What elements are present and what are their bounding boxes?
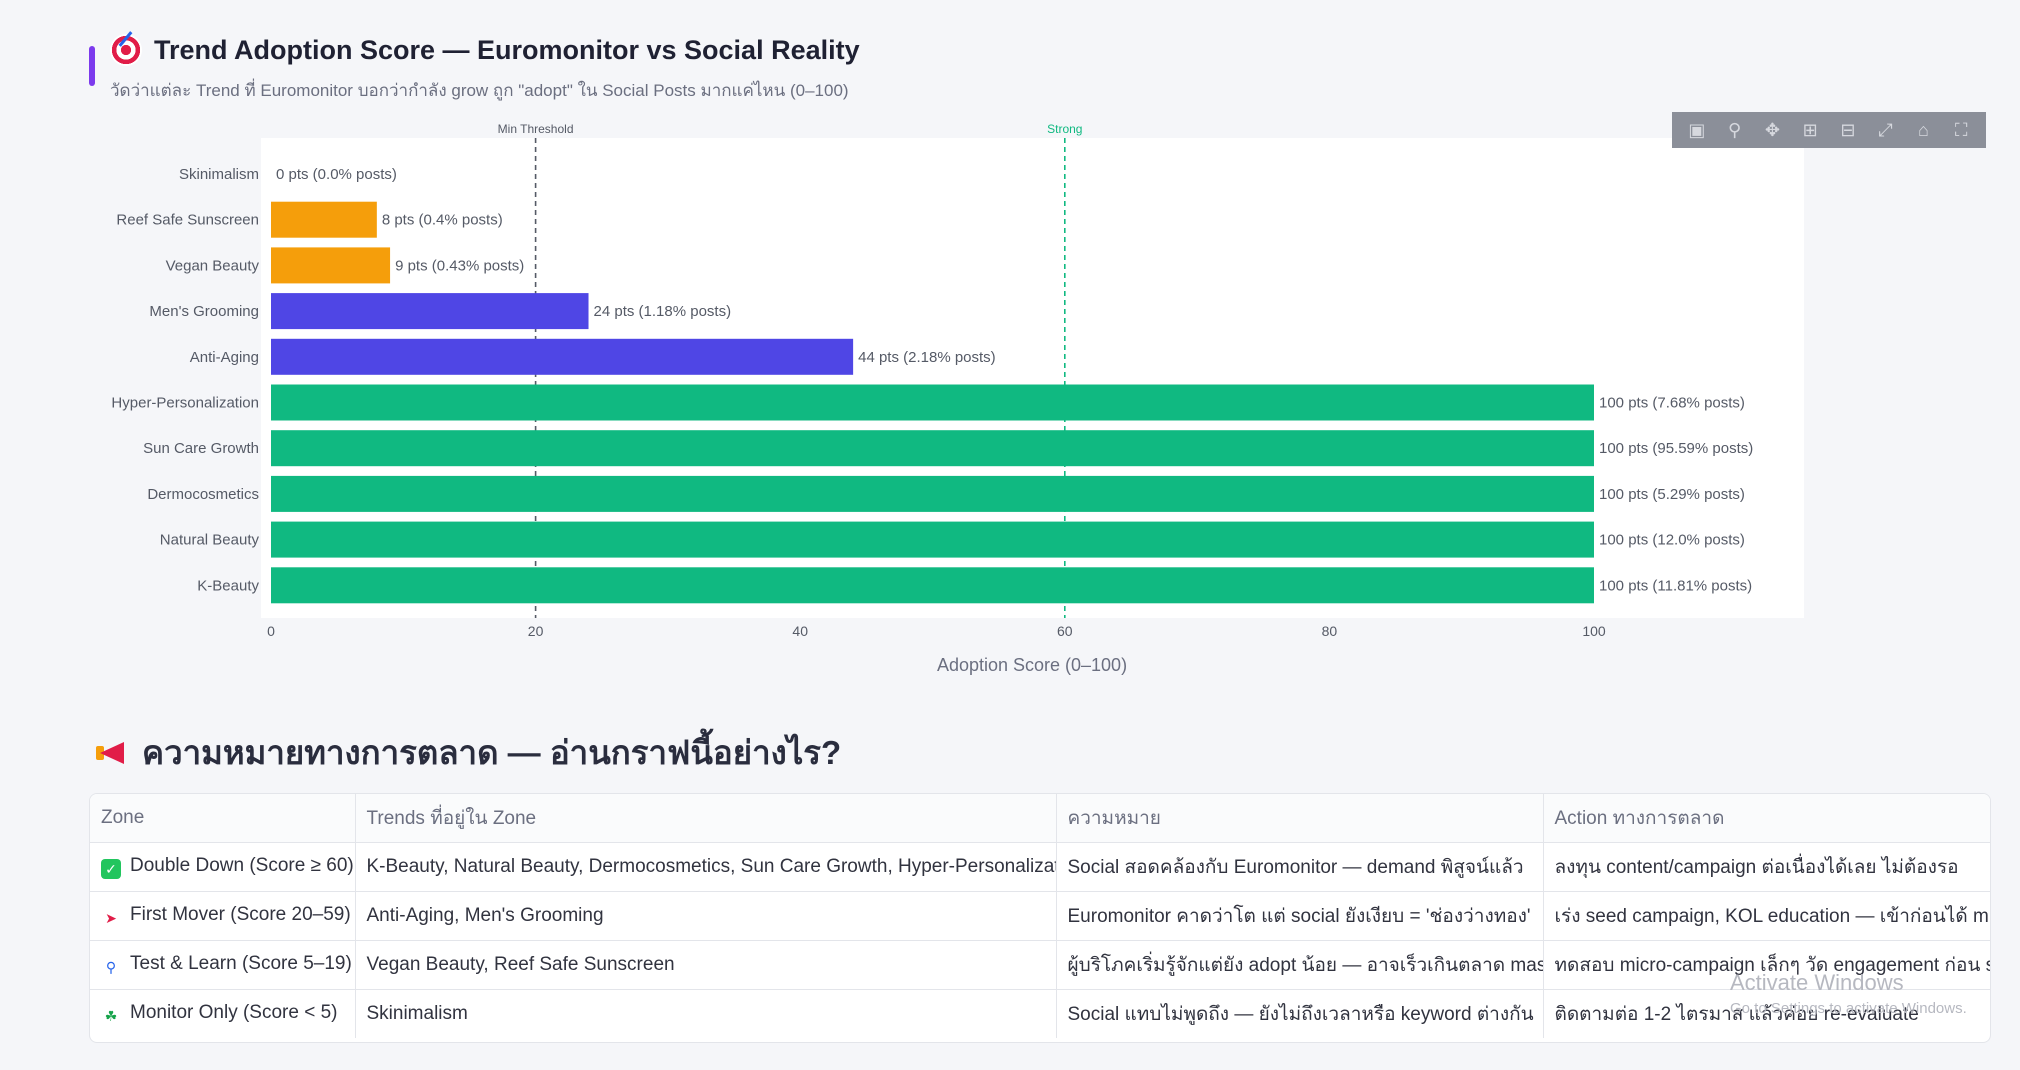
column-header-meaning[interactable]: ความหมาย	[1056, 794, 1544, 843]
rocket-icon: ➤	[105, 910, 117, 926]
x-tick-label: 0	[267, 623, 275, 639]
column-header-zone[interactable]: Zone	[90, 794, 356, 843]
action-cell: ลงทุน content/campaign ต่อเนื่องได้เลย ไ…	[1543, 842, 1990, 892]
x-tick-label: 80	[1322, 623, 1338, 639]
meaning-cell: Social สอดคล้องกับ Euromonitor — demand …	[1056, 842, 1544, 892]
zone-cell: ⚲ Test & Learn (Score 5–19)	[90, 940, 356, 990]
chart-header: Trend Adoption Score — Euromonitor vs So…	[110, 34, 860, 66]
x-tick-label: 60	[1057, 623, 1073, 639]
category-label: Natural Beauty	[160, 532, 260, 549]
table-row: ☘ Monitor Only (Score < 5) Skinimalism So…	[90, 989, 1990, 1038]
zone-cell: ✓ Double Down (Score ≥ 60)	[90, 842, 356, 892]
category-label: Dermocosmetics	[147, 486, 259, 503]
watermark-subtitle: Go to Settings to activate Windows.	[1730, 1000, 1967, 1017]
column-header-action[interactable]: Action ทางการตลาด	[1543, 794, 1990, 843]
chart-title: Trend Adoption Score — Euromonitor vs So…	[154, 34, 860, 65]
check-mark-icon: ✓	[101, 859, 121, 879]
magnifier-icon: ⚲	[105, 959, 117, 975]
category-label: K-Beauty	[197, 577, 259, 594]
megaphone-icon	[94, 738, 128, 768]
table-header-row: Zone Trends ที่อยู่ใน Zone ความหมาย Acti…	[90, 794, 1990, 843]
x-tick-label: 20	[528, 623, 544, 639]
watermark-title: Activate Windows	[1730, 970, 1904, 995]
zone-cell: ➤ First Mover (Score 20–59)	[90, 891, 356, 941]
reset-axes-icon[interactable]: ⌂	[1917, 119, 1929, 140]
zone-label: Test & Learn (Score 5–19)	[130, 953, 352, 974]
activation-watermark: Activate Windows Go to Settings to activ…	[1730, 970, 1967, 1017]
category-label: Men's Grooming	[149, 303, 259, 320]
trends-cell: K-Beauty, Natural Beauty, Dermocosmetics…	[355, 842, 1057, 892]
zone-label: First Mover (Score 20–59)	[130, 904, 351, 925]
x-axis-title: Adoption Score (0–100)	[937, 655, 1127, 675]
table-row: ✓ Double Down (Score ≥ 60) K-Beauty, Natu…	[90, 842, 1990, 892]
marketing-zone-table: Zone Trends ที่อยู่ใน Zone ความหมาย Acti…	[89, 793, 1991, 1043]
zoom-in-icon[interactable]: ⊞	[1802, 119, 1818, 140]
zoom-out-icon[interactable]: ⊟	[1840, 119, 1856, 140]
x-tick-label: 40	[792, 623, 808, 639]
chart-subtitle: วัดว่าแต่ละ Trend ที่ Euromonitor บอกว่า…	[110, 81, 849, 100]
title-accent-bar	[89, 46, 95, 86]
x-tick-label: 100	[1582, 623, 1606, 639]
zoom-icon[interactable]: ⚲	[1728, 119, 1742, 140]
meaning-cell: ผู้บริโภคเริ่มรู้จักแต่ยัง adopt น้อย — …	[1056, 940, 1544, 990]
autoscale-icon[interactable]: ⤢	[1878, 119, 1893, 140]
table-row: ➤ First Mover (Score 20–59) Anti-Aging, M…	[90, 891, 1990, 941]
section-heading: ความหมายทางการตลาด — อ่านกราฟนี้อย่างไร?	[94, 726, 841, 779]
category-label: Anti-Aging	[190, 349, 259, 366]
category-label: Reef Safe Sunscreen	[116, 212, 259, 229]
action-cell: เร่ง seed campaign, KOL education — เข้า…	[1543, 891, 1990, 941]
pan-icon[interactable]: ✥	[1764, 119, 1780, 140]
plot-area[interactable]	[261, 138, 1804, 618]
meaning-cell: Social แทบไม่พูดถึง — ยังไม่ถึงเวลาหรือ …	[1056, 989, 1544, 1038]
reference-line-label: Min Threshold	[498, 122, 574, 136]
trends-cell: Anti-Aging, Men's Grooming	[355, 891, 1057, 941]
section-title: ความหมายทางการตลาด — อ่านกราฟนี้อย่างไร?	[142, 734, 842, 771]
category-label: Skinimalism	[179, 166, 259, 183]
camera-icon[interactable]: ▣	[1688, 119, 1706, 140]
fullscreen-icon[interactable]: ⛶	[1954, 119, 1968, 140]
category-label: Hyper-Personalization	[111, 395, 259, 412]
table-row: ⚲ Test & Learn (Score 5–19) Vegan Beauty,…	[90, 940, 1990, 990]
trends-cell: Vegan Beauty, Reef Safe Sunscreen	[355, 940, 1057, 990]
target-icon	[110, 34, 142, 66]
category-label: Vegan Beauty	[166, 257, 260, 274]
action-cell: ติดตามต่อ 1-2 ไตรมาส แล้วค่อย re-evaluat…	[1543, 989, 1990, 1038]
seedling-icon: ☘	[104, 1008, 118, 1024]
trends-cell: Skinimalism	[355, 989, 1057, 1038]
zone-label: Monitor Only (Score < 5)	[130, 1002, 338, 1023]
meaning-cell: Euromonitor คาดว่าโต แต่ social ยังเงียบ…	[1056, 891, 1544, 941]
reference-line-label: Strong	[1047, 122, 1082, 136]
zone-label: Double Down (Score ≥ 60)	[130, 855, 354, 876]
column-header-trends[interactable]: Trends ที่อยู่ใน Zone	[355, 794, 1057, 843]
action-cell: ทดสอบ micro-campaign เล็กๆ วัด engagemen…	[1543, 940, 1990, 990]
category-label: Sun Care Growth	[143, 440, 259, 457]
chart-modebar: ▣ ⚲ ✥ ⊞ ⊟ ⤢ ⌂ ⛶	[1672, 112, 1986, 148]
zone-cell: ☘ Monitor Only (Score < 5)	[90, 989, 356, 1038]
